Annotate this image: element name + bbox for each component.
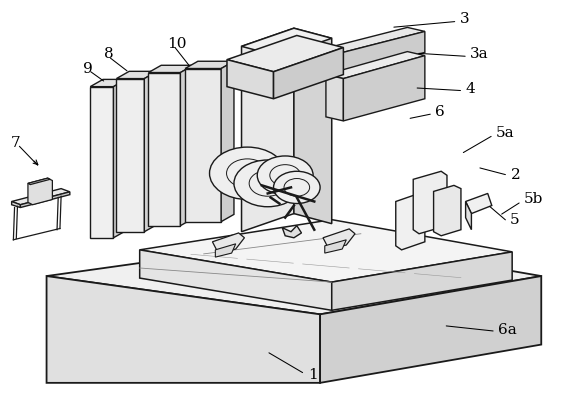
Text: 2: 2 <box>511 168 521 182</box>
Text: 5a: 5a <box>496 126 514 140</box>
Text: 8: 8 <box>104 48 114 61</box>
Text: 4: 4 <box>466 82 475 96</box>
Polygon shape <box>116 79 144 232</box>
Polygon shape <box>90 87 113 238</box>
Polygon shape <box>282 226 301 238</box>
Polygon shape <box>12 189 70 205</box>
Polygon shape <box>28 178 50 185</box>
Polygon shape <box>215 244 236 257</box>
Polygon shape <box>413 171 447 234</box>
Circle shape <box>274 171 320 204</box>
Circle shape <box>257 156 313 195</box>
Text: 5: 5 <box>510 213 520 226</box>
Circle shape <box>210 147 285 199</box>
Circle shape <box>234 160 301 207</box>
Polygon shape <box>294 28 332 224</box>
Polygon shape <box>47 238 541 314</box>
Text: 3: 3 <box>460 12 470 26</box>
Polygon shape <box>140 220 512 282</box>
Polygon shape <box>343 56 425 121</box>
Polygon shape <box>12 202 20 208</box>
Text: 1: 1 <box>308 368 318 382</box>
Polygon shape <box>221 61 234 222</box>
Polygon shape <box>274 48 343 99</box>
Text: 6: 6 <box>435 105 445 119</box>
Polygon shape <box>47 276 320 383</box>
Polygon shape <box>466 202 471 230</box>
Polygon shape <box>294 27 425 60</box>
Polygon shape <box>185 69 221 222</box>
Polygon shape <box>434 185 461 236</box>
Polygon shape <box>326 75 343 121</box>
Text: 6a: 6a <box>498 324 517 337</box>
Polygon shape <box>242 28 294 232</box>
Polygon shape <box>140 250 332 310</box>
Polygon shape <box>325 240 346 253</box>
Text: 3a: 3a <box>470 48 489 61</box>
Polygon shape <box>311 31 425 81</box>
Polygon shape <box>294 56 311 81</box>
Polygon shape <box>227 60 274 99</box>
Polygon shape <box>144 71 157 232</box>
Polygon shape <box>180 65 193 226</box>
Polygon shape <box>185 61 234 69</box>
Polygon shape <box>320 276 541 383</box>
Text: 7: 7 <box>10 136 20 150</box>
Polygon shape <box>466 193 492 214</box>
Polygon shape <box>148 65 193 73</box>
Text: 9: 9 <box>83 62 93 75</box>
Polygon shape <box>20 192 70 208</box>
Polygon shape <box>148 73 180 226</box>
Polygon shape <box>90 79 126 87</box>
Polygon shape <box>323 229 355 249</box>
Polygon shape <box>396 193 425 250</box>
Polygon shape <box>326 52 425 79</box>
Polygon shape <box>227 35 343 72</box>
Polygon shape <box>116 71 157 79</box>
Polygon shape <box>113 79 126 238</box>
Polygon shape <box>332 252 512 310</box>
Polygon shape <box>242 28 332 56</box>
Text: 5b: 5b <box>524 193 543 206</box>
Text: 10: 10 <box>167 37 187 50</box>
Polygon shape <box>212 233 244 253</box>
Polygon shape <box>28 178 52 205</box>
